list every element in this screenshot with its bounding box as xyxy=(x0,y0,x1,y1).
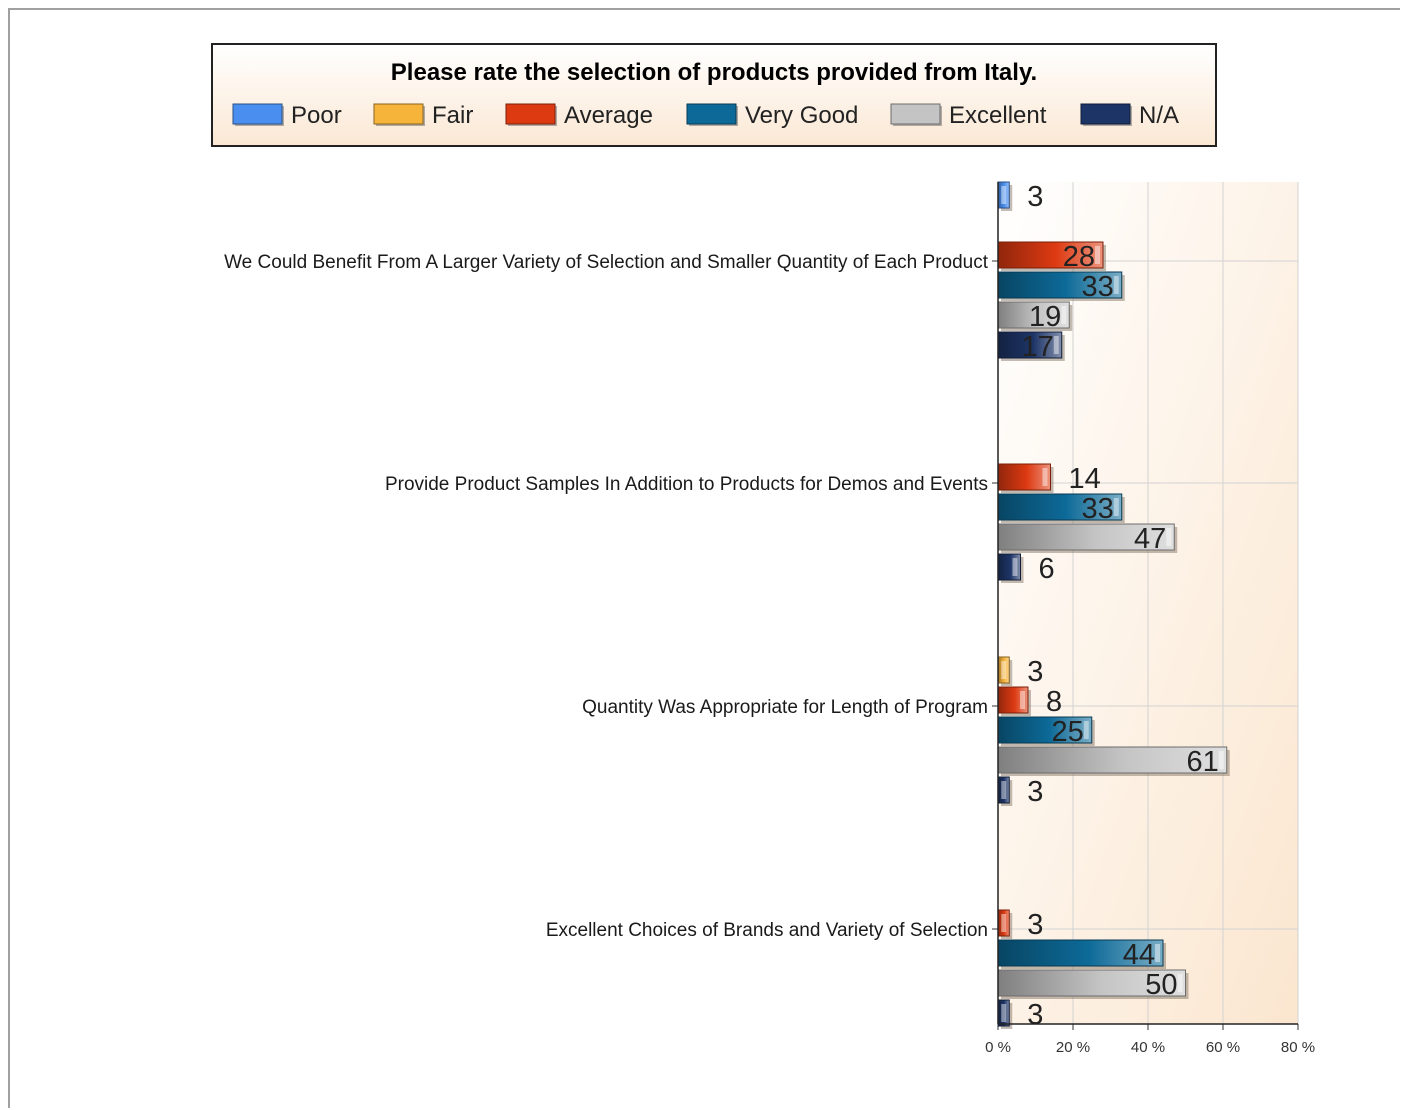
legend-swatch xyxy=(1080,103,1131,125)
x-tick-label: 80 % xyxy=(1281,1039,1315,1056)
data-label: 8 xyxy=(1046,686,1062,718)
data-label: 17 xyxy=(1021,331,1053,363)
data-label: 3 xyxy=(1027,999,1043,1031)
data-label: 19 xyxy=(1029,301,1061,333)
data-label: 6 xyxy=(1039,553,1055,585)
chart-frame: Please rate the selection of products pr… xyxy=(8,8,1400,1108)
bar-highlight xyxy=(1001,186,1007,204)
legend-label: Average xyxy=(564,102,653,129)
legend-label: Fair xyxy=(432,102,473,129)
bar-average xyxy=(997,686,1029,714)
data-label: 3 xyxy=(1027,656,1043,688)
bar-highlight xyxy=(1020,691,1025,709)
bar-highlight xyxy=(1113,498,1119,516)
bar-highlight xyxy=(1053,336,1059,354)
data-label: 33 xyxy=(1081,271,1113,303)
bar-highlight xyxy=(1218,751,1224,769)
bar-highlight xyxy=(1001,661,1007,679)
legend-label: Poor xyxy=(291,102,342,129)
bar-highlight xyxy=(1166,528,1172,546)
plot-area: 0 % 20 % 40 % 60 % 80 % We Could Benefit From… xyxy=(224,181,1315,1056)
legend-swatch xyxy=(505,103,556,125)
bar-average xyxy=(997,241,1104,269)
data-label: 25 xyxy=(1051,716,1083,748)
bar-highlight xyxy=(1155,944,1160,962)
legend-label: N/A xyxy=(1139,102,1179,129)
data-label: 3 xyxy=(1027,909,1043,941)
bar-highlight xyxy=(1113,276,1119,294)
legend-box xyxy=(211,43,1217,147)
bar-very-good xyxy=(997,939,1164,967)
bar-excellent xyxy=(997,969,1186,997)
legend: Please rate the selection of products pr… xyxy=(211,43,1217,147)
data-label: 44 xyxy=(1123,939,1155,971)
bar-highlight xyxy=(1177,974,1183,992)
legend-swatch xyxy=(232,103,283,125)
legend-label: Very Good xyxy=(745,102,858,129)
data-label: 47 xyxy=(1134,523,1166,555)
legend-swatch xyxy=(686,103,737,125)
x-tick-label: 20 % xyxy=(1056,1039,1090,1056)
chart-title: Please rate the selection of products pr… xyxy=(391,59,1037,86)
category-label: Quantity Was Appropriate for Length of P… xyxy=(582,697,988,718)
bar-highlight xyxy=(1095,246,1100,264)
bar-highlight xyxy=(1083,721,1089,739)
bar-chart: Please rate the selection of products pr… xyxy=(211,43,1315,1056)
legend-swatch xyxy=(890,103,941,125)
x-tick-label: 60 % xyxy=(1206,1039,1240,1056)
legend-swatch xyxy=(373,103,424,125)
bar-excellent xyxy=(997,523,1175,551)
data-label: 14 xyxy=(1069,463,1101,495)
x-tick-label: 0 % xyxy=(985,1039,1011,1056)
bar-highlight xyxy=(1001,1004,1007,1022)
data-label: 61 xyxy=(1186,746,1218,778)
bar-highlight xyxy=(1042,468,1048,486)
data-label: 3 xyxy=(1027,776,1043,808)
category-label: Excellent Choices of Brands and Variety … xyxy=(546,920,988,941)
bar-average xyxy=(997,463,1051,491)
bar-highlight xyxy=(1061,306,1067,324)
legend-label: Excellent xyxy=(949,102,1047,129)
data-label: 50 xyxy=(1145,969,1177,1001)
legend-items: Poor Fair Average Very Good Excellent N/A xyxy=(232,102,1179,129)
bar-highlight xyxy=(1001,781,1007,799)
bar-highlight xyxy=(1012,558,1018,576)
data-label: 28 xyxy=(1063,241,1095,273)
bar-highlight xyxy=(1001,914,1007,932)
x-tick-label: 40 % xyxy=(1131,1039,1165,1056)
data-label: 3 xyxy=(1027,181,1043,213)
category-label: We Could Benefit From A Larger Variety o… xyxy=(224,252,989,273)
data-label: 33 xyxy=(1081,493,1113,525)
category-label: Provide Product Samples In Addition to P… xyxy=(385,474,988,495)
